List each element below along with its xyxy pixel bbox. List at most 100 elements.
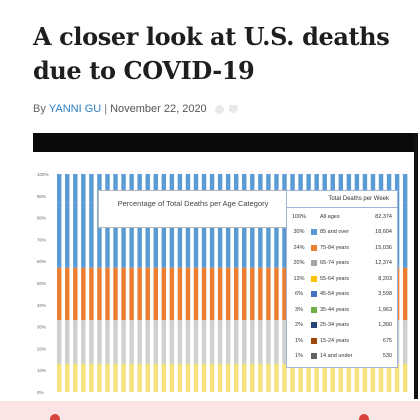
share-icons [214, 104, 238, 114]
bar-segment [217, 202, 223, 268]
bar-segment [105, 202, 110, 268]
bar-segment [402, 267, 408, 321]
twitter-icon[interactable] [214, 104, 224, 114]
chart-inner-title: Percentage of Total Deaths per Age Categ… [117, 199, 269, 208]
bar-segment [137, 320, 142, 364]
legend-swatch [311, 213, 317, 220]
row-percent: 24% [293, 244, 305, 251]
bar-segment [129, 363, 134, 392]
bar-segment [266, 202, 271, 268]
bar-segment [282, 320, 287, 364]
bar-segment [185, 267, 191, 321]
bar-segment [81, 363, 86, 392]
bar-segment [386, 363, 392, 392]
bar-segment [81, 267, 86, 321]
bar-segment [153, 174, 158, 203]
author-link[interactable]: Yanni Gu [48, 103, 102, 115]
row-age-group: 75-84 years [320, 244, 350, 251]
bar-segment [177, 202, 183, 268]
bar-segment [89, 174, 94, 203]
article-title: A closer look at U.S. deaths due to COVI… [33, 22, 390, 85]
bar-segment [121, 320, 126, 364]
bar-segment [274, 363, 279, 392]
bar-segment [185, 202, 191, 268]
bar-segment [161, 363, 167, 392]
row-percent: 1% [295, 337, 303, 344]
bar-segment [217, 320, 223, 364]
bar-segment [201, 320, 207, 364]
table-row: 30% 85 and over 18,604 [287, 226, 397, 239]
bar-segment [378, 363, 384, 392]
bar-segment [105, 174, 110, 203]
bar-segment [209, 363, 215, 392]
legend-swatch [311, 337, 317, 344]
bar-segment [97, 267, 102, 321]
bottom-strip [0, 401, 420, 420]
bar-segment [217, 363, 223, 392]
bar-segment [185, 363, 191, 392]
bar-segment [274, 267, 279, 321]
bar-segment [201, 174, 207, 203]
bar-segment [362, 174, 368, 203]
bar-segment [169, 267, 175, 321]
y-tick-label: 0% [37, 390, 44, 395]
legend-swatch [311, 306, 317, 313]
bar-segment [185, 174, 191, 203]
bar-segment [250, 267, 255, 321]
bar-segment [193, 320, 199, 364]
bar-segment [145, 320, 150, 364]
bar-segment [161, 202, 167, 268]
bar-segment [225, 267, 231, 321]
bar-segment [161, 267, 167, 321]
bar-segment [266, 267, 271, 321]
table-row: 100% All ages 82,374 [287, 210, 397, 223]
bar-segment [57, 267, 62, 321]
row-deaths: 82,374 [375, 213, 392, 220]
bar-segment [137, 174, 142, 203]
bar-segment [290, 174, 295, 203]
bar-segment [81, 202, 86, 268]
bar-segment [65, 320, 70, 364]
row-percent: 100% [291, 213, 307, 220]
bar-segment [113, 320, 118, 364]
table-row: 2% 25-34 years 1,390 [287, 319, 397, 332]
bar-segment [354, 363, 360, 392]
bar-segment [169, 174, 175, 203]
legend-swatch [311, 353, 317, 359]
bar-segment [81, 320, 86, 364]
publish-date: November 22, 2020 [110, 103, 207, 115]
bar-segment [169, 363, 175, 392]
bar-segment [242, 202, 247, 268]
bar-segment [65, 363, 70, 392]
bar-segment [242, 267, 247, 321]
bar-segment [169, 202, 175, 268]
row-age-group: All ages [320, 213, 340, 220]
bar-segment [225, 363, 231, 392]
legend-swatch [311, 322, 317, 328]
bar-segment [322, 174, 327, 203]
y-tick-label: 10% [37, 368, 46, 373]
table-row: 3% 35-44 years 1,963 [287, 303, 397, 316]
bar-segment [121, 202, 126, 268]
bar-segment [137, 202, 142, 268]
bar-segment [113, 202, 118, 268]
bar-segment [113, 174, 118, 203]
bar-segment [201, 363, 207, 392]
bar-segment [258, 363, 263, 392]
bar-segment [65, 174, 70, 203]
y-tick-label: 70% [37, 237, 46, 242]
bar-segment [217, 174, 223, 203]
legend-swatch [311, 244, 317, 251]
byline-prefix: By [33, 103, 46, 115]
bar-segment [354, 174, 360, 203]
bar-segment [137, 267, 142, 321]
bar-segment [290, 363, 295, 392]
bar-segment [193, 267, 199, 321]
y-tick-label: 50% [37, 281, 46, 286]
bar-segment [242, 363, 247, 392]
bar-segment [282, 267, 287, 321]
bar-segment [177, 363, 183, 392]
bar-segment [234, 174, 239, 203]
pinterest-icon[interactable] [228, 104, 238, 114]
row-age-group: 35-44 years [320, 306, 350, 313]
